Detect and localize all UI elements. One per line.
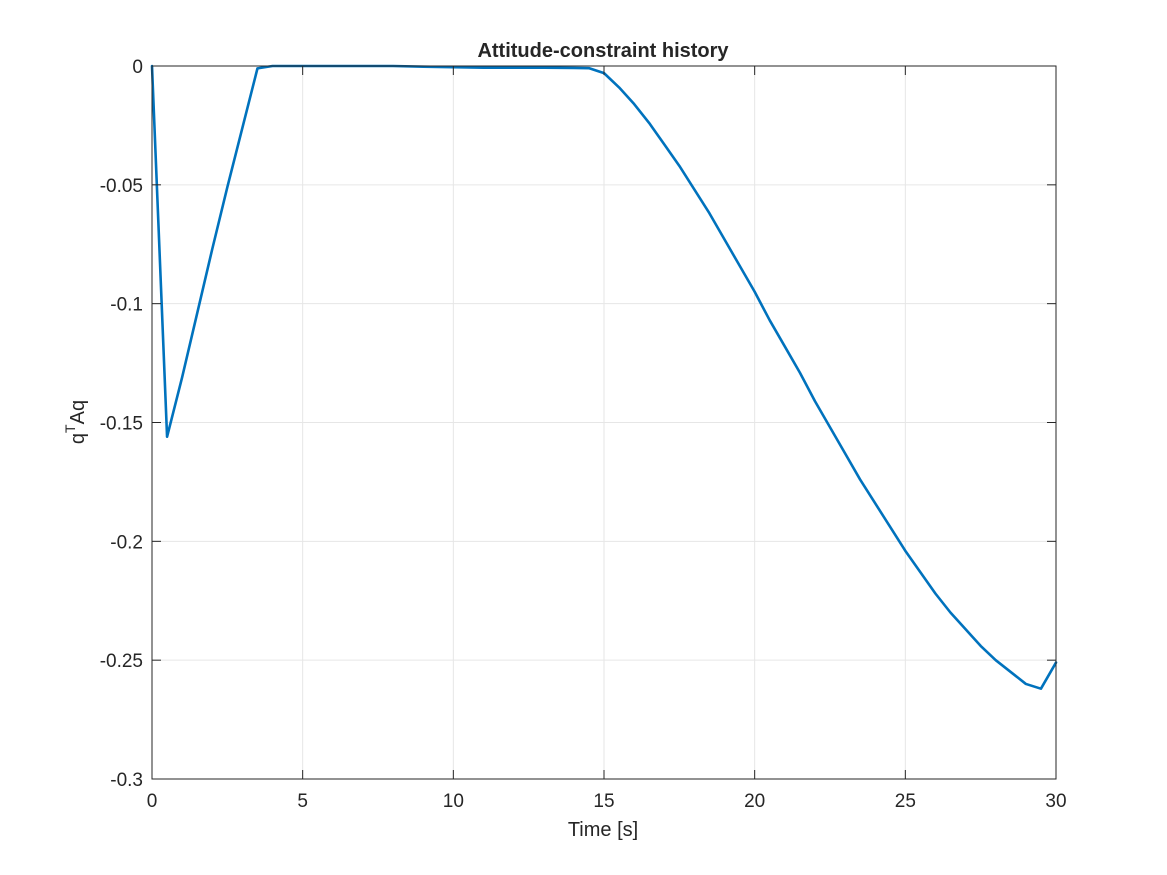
tick-marks xyxy=(151,65,1057,780)
chart-title: Attitude-constraint history xyxy=(477,40,729,62)
y-axis-label: qTAq xyxy=(62,400,89,444)
grid-lines xyxy=(152,66,1056,779)
y-axis-label-base: q xyxy=(67,433,89,444)
x-tick-label: 25 xyxy=(895,791,916,812)
x-tick-label: 15 xyxy=(593,791,614,812)
y-axis-label-rest: Aq xyxy=(67,400,89,424)
y-tick-label: -0.1 xyxy=(110,295,143,316)
x-tick-label: 30 xyxy=(1045,791,1066,812)
x-axis-label: Time [s] xyxy=(568,819,638,841)
y-tick-label: -0.15 xyxy=(100,414,143,435)
y-axis-label-superscript: T xyxy=(62,424,78,433)
x-tick-label: 20 xyxy=(744,791,765,812)
x-tick-label: 5 xyxy=(297,791,308,812)
y-tick-label: -0.3 xyxy=(110,770,143,791)
x-tick-label: 10 xyxy=(443,791,464,812)
x-tick-labels: 0 5 10 15 20 25 30 xyxy=(147,791,1067,812)
y-tick-label: -0.2 xyxy=(110,532,143,553)
x-tick-label: 0 xyxy=(147,791,158,812)
y-tick-label: -0.25 xyxy=(100,651,143,672)
y-tick-labels: 0 -0.05 -0.1 -0.15 -0.2 -0.25 -0.3 xyxy=(100,57,143,791)
y-tick-label: 0 xyxy=(132,57,143,78)
y-tick-label: -0.05 xyxy=(100,176,143,197)
